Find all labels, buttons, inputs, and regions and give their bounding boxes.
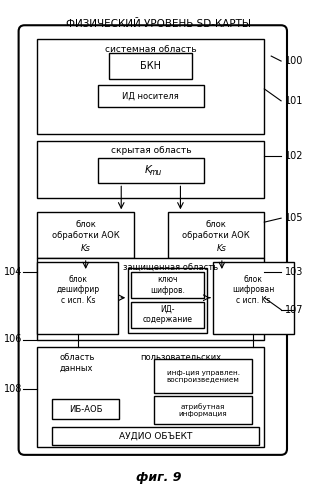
Text: 107: 107	[285, 304, 303, 314]
Bar	[52, 427, 259, 445]
Text: 100: 100	[285, 56, 303, 66]
Text: Ks: Ks	[81, 244, 91, 253]
FancyBboxPatch shape	[19, 26, 287, 455]
Text: пользовательских: пользовательских	[140, 354, 221, 362]
Bar	[131, 272, 204, 297]
Bar	[37, 212, 134, 258]
Bar	[52, 399, 119, 419]
Text: БКН: БКН	[140, 61, 161, 71]
Text: АУДИО ОБЪЕКТ: АУДИО ОБЪЕКТ	[119, 432, 192, 440]
Text: инф-ция управлен.
воспроизведением: инф-ция управлен. воспроизведением	[167, 370, 240, 383]
Text: 101: 101	[285, 96, 303, 106]
Text: блок
обработки АОК: блок обработки АОК	[52, 220, 120, 240]
Text: область
данных: область данных	[59, 354, 94, 373]
Text: 105: 105	[285, 213, 303, 223]
Text: 103: 103	[285, 267, 303, 277]
Bar	[98, 85, 204, 107]
Text: ИБ-АОБ: ИБ-АОБ	[69, 404, 102, 413]
Bar	[109, 53, 192, 79]
Text: ФИЗИЧЕСКИЙ УРОВЕНЬ SD-КАРТЫ: ФИЗИЧЕСКИЙ УРОВЕНЬ SD-КАРТЫ	[66, 20, 251, 30]
Text: ИД носителя: ИД носителя	[122, 92, 179, 100]
Bar	[37, 348, 264, 447]
Text: 104: 104	[3, 267, 22, 277]
Bar	[154, 360, 252, 393]
Text: блок
обработки АОК: блок обработки АОК	[182, 220, 250, 240]
Text: блок
шифрован
с исп. Ks: блок шифрован с исп. Ks	[232, 275, 275, 304]
Bar	[131, 302, 204, 328]
Text: системная область: системная область	[105, 45, 197, 54]
Bar	[37, 258, 264, 340]
Text: блок
дешифрир
с исп. Ks: блок дешифрир с исп. Ks	[56, 275, 99, 304]
Bar	[154, 396, 252, 424]
Text: K: K	[145, 166, 151, 175]
Text: 102: 102	[285, 150, 303, 160]
Bar	[213, 262, 294, 334]
Text: ключ
шифров.: ключ шифров.	[150, 275, 185, 294]
Text: защищенная область: защищенная область	[123, 264, 218, 273]
Bar	[98, 158, 204, 184]
Text: 106: 106	[3, 334, 22, 344]
Text: Ks: Ks	[217, 244, 227, 253]
Text: mu: mu	[150, 168, 162, 177]
Text: скрытая область: скрытая область	[111, 146, 191, 154]
Bar	[128, 268, 207, 332]
Bar	[37, 39, 264, 134]
Bar	[37, 262, 118, 334]
Text: ИД-
содержание: ИД- содержание	[143, 305, 193, 324]
Bar	[37, 140, 264, 198]
Text: 108: 108	[3, 384, 22, 394]
Bar	[168, 212, 264, 258]
Text: фиг. 9: фиг. 9	[136, 471, 181, 484]
Text: атрибутная
информация: атрибутная информация	[179, 403, 227, 417]
